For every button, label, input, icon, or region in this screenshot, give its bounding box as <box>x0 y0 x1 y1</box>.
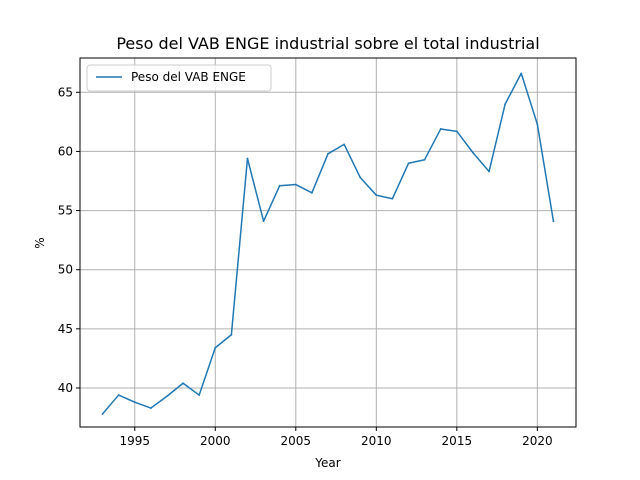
data-point <box>391 197 394 200</box>
grid <box>80 58 576 427</box>
data-point <box>407 162 410 165</box>
data-point <box>149 407 152 409</box>
y-tick-label: 40 <box>58 381 73 395</box>
series-line <box>101 72 555 416</box>
data-point <box>294 183 297 186</box>
x-axis-label: Year <box>314 456 340 470</box>
x-tick-label: 1995 <box>119 434 150 448</box>
y-tick-label: 45 <box>58 322 73 336</box>
y-axis-ticks: 40 45 50 55 60 65 <box>58 85 80 395</box>
x-tick-label: 2005 <box>281 434 312 448</box>
data-point <box>182 382 184 385</box>
data-point <box>423 158 426 161</box>
data-point <box>472 151 474 154</box>
y-tick-label: 60 <box>58 144 73 158</box>
data-point <box>536 123 539 126</box>
data-point <box>230 333 233 336</box>
y-tick-label: 65 <box>58 85 73 99</box>
y-tick-label: 55 <box>58 204 73 218</box>
data-point <box>278 184 281 187</box>
data-point <box>488 170 490 173</box>
x-tick-label: 2015 <box>442 434 473 448</box>
plot-frame <box>79 57 577 428</box>
x-axis-ticks: 1995 2000 2005 2010 2015 2020 <box>119 427 553 448</box>
data-point <box>133 401 136 404</box>
data-point <box>214 346 217 349</box>
data-point <box>246 157 249 160</box>
data-point <box>520 72 523 75</box>
data-point <box>198 394 201 396</box>
legend-box <box>86 64 272 92</box>
data-point <box>327 152 329 155</box>
legend: Peso del VAB ENGE <box>86 64 272 92</box>
series-layer <box>101 72 555 416</box>
data-point <box>504 103 507 106</box>
data-point <box>262 220 265 223</box>
data-point <box>552 220 555 223</box>
chart-title: Peso del VAB ENGE industrial sobre el to… <box>116 34 539 53</box>
legend-label: Peso del VAB ENGE <box>131 70 246 84</box>
data-point <box>455 130 458 133</box>
data-point <box>311 191 313 194</box>
data-point <box>166 395 168 398</box>
x-tick-label: 2010 <box>361 434 392 448</box>
data-point <box>101 413 104 415</box>
y-axis-label: % <box>33 237 47 248</box>
data-point <box>343 143 345 146</box>
x-tick-label: 2020 <box>522 434 553 448</box>
data-point <box>375 194 378 197</box>
data-point <box>117 394 120 396</box>
y-tick-label: 50 <box>58 263 73 277</box>
data-point <box>439 128 442 130</box>
data-point <box>359 176 362 179</box>
x-tick-label: 2000 <box>200 434 231 448</box>
